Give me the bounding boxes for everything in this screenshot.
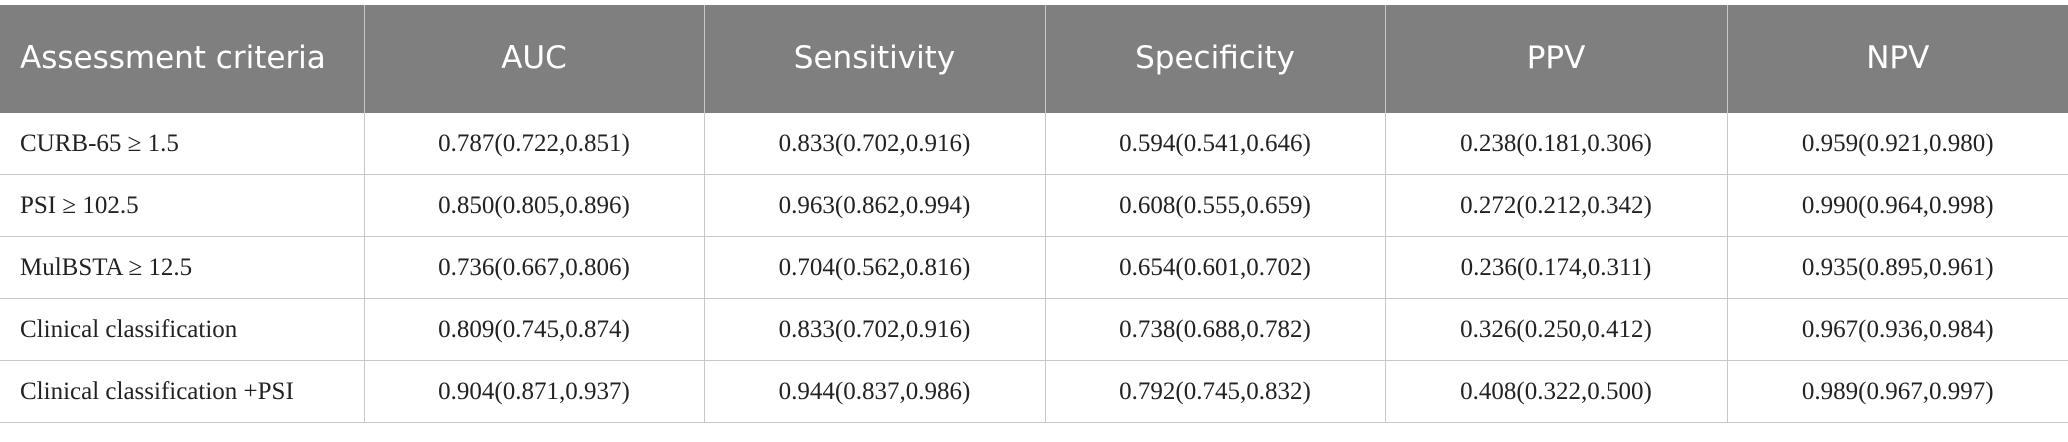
header-row: Assessment criteria AUC Sensitivity Specifi…: [0, 5, 2068, 113]
cell: 0.608(0.555,0.659): [1044, 174, 1385, 237]
cell: 0.792(0.745,0.832): [1044, 360, 1385, 423]
table-row: Clinical classification 0.809(0.745,0.874…: [0, 298, 2068, 361]
header-cell: Assessment criteria: [0, 5, 364, 113]
cell: 0.833(0.702,0.916): [703, 113, 1045, 175]
cell: 0.704(0.562,0.816): [703, 236, 1045, 299]
cell: 0.967(0.936,0.984): [1726, 298, 2068, 361]
cell: 0.935(0.895,0.961): [1726, 236, 2068, 299]
row-label: PSI ≥ 102.5: [0, 174, 364, 237]
row-label: Clinical classification +PSI: [0, 360, 364, 423]
header-cell: PPV: [1384, 5, 1727, 113]
header-cell: Specificity: [1044, 5, 1385, 113]
cell: 0.990(0.964,0.998): [1726, 174, 2068, 237]
table-row: Clinical classification +PSI 0.904(0.871,…: [0, 360, 2068, 423]
cell: 0.272(0.212,0.342): [1384, 174, 1727, 237]
header-cell: Sensitivity: [703, 5, 1045, 113]
cell: 0.594(0.541,0.646): [1044, 113, 1385, 175]
cell: 0.833(0.702,0.916): [703, 298, 1045, 361]
cell: 0.904(0.871,0.937): [363, 360, 704, 423]
cell: 0.238(0.181,0.306): [1384, 113, 1727, 175]
table-header: Assessment criteria AUC Sensitivity Specifi…: [0, 5, 2068, 113]
cell: 0.989(0.967,0.997): [1726, 360, 2068, 423]
table-body: CURB-65 ≥ 1.5 0.787(0.722,0.851) 0.833(0.7…: [0, 113, 2068, 423]
table-row: CURB-65 ≥ 1.5 0.787(0.722,0.851) 0.833(0.7…: [0, 113, 2068, 175]
row-label: CURB-65 ≥ 1.5: [0, 113, 364, 175]
data-table: Assessment criteria AUC Sensitivity Specifi…: [0, 5, 2068, 423]
row-label: Clinical classification: [0, 298, 364, 361]
cell: 0.654(0.601,0.702): [1044, 236, 1385, 299]
table-row: MulBSTA ≥ 12.5 0.736(0.667,0.806) 0.704(0.…: [0, 236, 2068, 299]
table-row: PSI ≥ 102.5 0.850(0.805,0.896) 0.963(0.862…: [0, 174, 2068, 237]
row-label: MulBSTA ≥ 12.5: [0, 236, 364, 299]
cell: 0.809(0.745,0.874): [363, 298, 704, 361]
cell: 0.236(0.174,0.311): [1384, 236, 1727, 299]
cell: 0.850(0.805,0.896): [363, 174, 704, 237]
cell: 0.738(0.688,0.782): [1044, 298, 1385, 361]
cell: 0.963(0.862,0.994): [703, 174, 1045, 237]
cell: 0.944(0.837,0.986): [703, 360, 1045, 423]
cell: 0.959(0.921,0.980): [1726, 113, 2068, 175]
cell: 0.787(0.722,0.851): [363, 113, 704, 175]
cell: 0.326(0.250,0.412): [1384, 298, 1727, 361]
header-cell: NPV: [1726, 5, 2068, 113]
header-cell: AUC: [363, 5, 704, 113]
cell: 0.408(0.322,0.500): [1384, 360, 1727, 423]
cell: 0.736(0.667,0.806): [363, 236, 704, 299]
